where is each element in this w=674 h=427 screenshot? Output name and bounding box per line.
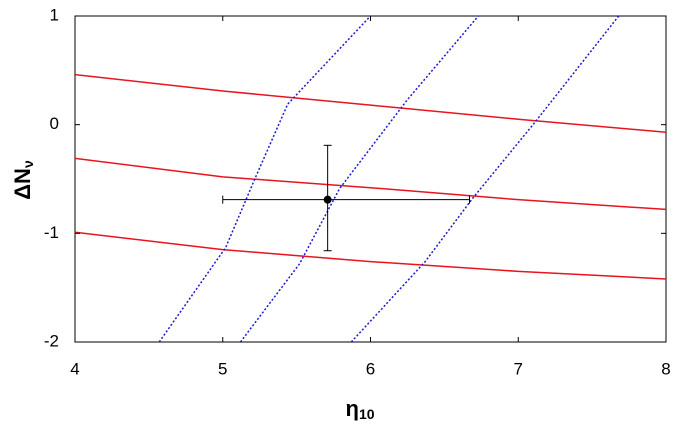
x-tick-label: 4	[70, 359, 79, 378]
series-line	[75, 73, 666, 134]
series-line	[350, 16, 620, 342]
lines	[75, 16, 666, 342]
data-point	[323, 195, 332, 204]
series-line	[75, 157, 666, 211]
plot-frame	[74, 15, 667, 343]
x-tick-label: 7	[514, 359, 523, 378]
x-tick-label: 6	[366, 359, 375, 378]
y-tick-label: -2	[44, 331, 59, 350]
series-line	[158, 16, 372, 342]
x-tick-label: 8	[661, 359, 670, 378]
y-axis-label: ΔNν	[10, 160, 36, 200]
y-tick-label: 0	[50, 114, 59, 133]
x-axis-label: η10	[345, 396, 374, 422]
y-tick-label: 1	[50, 5, 59, 24]
x-tick-label: 5	[218, 359, 227, 378]
y-tick-label: -1	[44, 223, 59, 242]
series-line	[75, 231, 666, 280]
series-line	[239, 16, 479, 342]
